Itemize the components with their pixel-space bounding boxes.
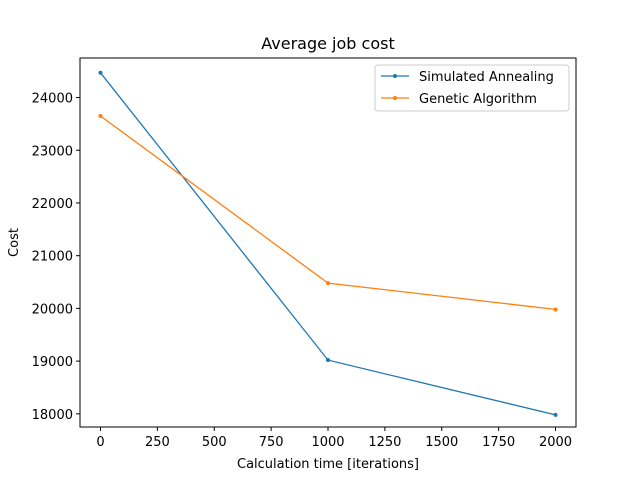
y-tick-label: 24000: [32, 92, 73, 107]
series-line-1: [100, 115, 556, 311]
data-point: [326, 281, 330, 286]
x-tick-label: 1250: [368, 435, 401, 450]
x-tick-label: 250: [145, 435, 170, 450]
y-tick-label: 22000: [32, 197, 73, 212]
y-axis-label: Cost: [7, 228, 22, 257]
legend: Simulated Annealing Genetic Algorithm: [374, 64, 570, 112]
x-axis-label: Calculation time [iterations]: [237, 457, 419, 472]
y-tick-label: 23000: [32, 144, 73, 159]
data-point: [553, 307, 558, 312]
x-tick-label: 500: [202, 435, 227, 450]
y-axis: 18000 19000 20000 21000 22000 23000 24000: [32, 92, 80, 423]
data-point: [326, 358, 330, 363]
legend-label: Simulated Annealing: [419, 70, 554, 85]
x-tick-label: 2000: [539, 435, 572, 450]
x-tick-label: 750: [259, 435, 284, 450]
legend-label: Genetic Algorithm: [419, 92, 537, 107]
x-axis: 0 250 500 750 1000 1250 1500 1750 2000: [96, 427, 572, 450]
plot-area: [79, 57, 577, 428]
legend-marker: [393, 74, 397, 78]
legend-box: [374, 64, 570, 112]
data-point: [98, 113, 103, 118]
legend-marker: [393, 96, 397, 100]
x-tick-label: 1750: [482, 435, 515, 450]
data-point: [553, 412, 558, 417]
x-tick-label: 0: [96, 435, 104, 450]
y-tick-label: 19000: [32, 355, 73, 370]
series-line-0: [99, 72, 556, 416]
y-tick-label: 21000: [32, 250, 73, 265]
x-tick-label: 1000: [311, 435, 344, 450]
y-tick-label: 18000: [32, 408, 73, 423]
y-tick-label: 20000: [32, 302, 73, 317]
chart-title: Average job cost: [261, 34, 394, 53]
data-point: [98, 70, 103, 75]
series-layer: [98, 70, 558, 417]
x-tick-label: 1500: [425, 435, 458, 450]
